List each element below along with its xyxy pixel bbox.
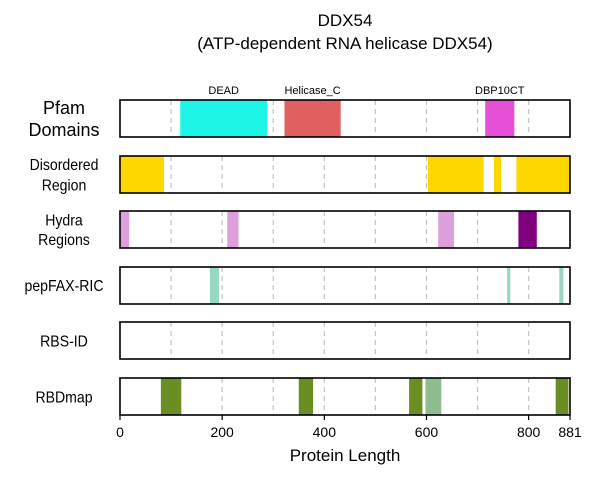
track-segment (120, 211, 130, 248)
track-segment (425, 378, 442, 415)
track-segment (428, 156, 484, 193)
track-label: Hydra (45, 211, 83, 229)
domain-label: DBP10CT (475, 85, 525, 97)
track-segment (518, 211, 537, 248)
track-segment (559, 267, 564, 304)
track-segment (160, 378, 182, 415)
x-tick-label: 800 (517, 424, 541, 440)
x-tick-label: 881 (558, 424, 582, 440)
track-label: Domains (28, 120, 99, 140)
track-segment (180, 100, 268, 137)
track-frame (119, 377, 571, 416)
track-label: Disordered (30, 156, 99, 174)
track-frame (119, 99, 571, 138)
track-label: RBS-ID (40, 332, 88, 350)
track-label: Region (42, 176, 87, 194)
track-segment (485, 100, 515, 137)
track-segment (284, 100, 341, 137)
track-segment (493, 156, 502, 193)
x-tick-label: 0 (116, 424, 124, 440)
x-axis-label: Protein Length (290, 446, 401, 465)
track-segment (516, 156, 570, 193)
x-tick-label: 400 (313, 424, 337, 440)
track-label: pepFAX-RIC (24, 277, 103, 295)
track-frame (119, 266, 571, 305)
track-segment (555, 378, 569, 415)
track-segment (120, 156, 164, 193)
track-segment (409, 378, 423, 415)
track-segment (209, 267, 220, 304)
x-tick-label: 600 (415, 424, 439, 440)
track-label: Pfam (43, 98, 85, 118)
track-segment (298, 378, 314, 415)
track-segment (507, 267, 511, 304)
domain-label: DEAD (208, 85, 239, 97)
track-segment (227, 211, 239, 248)
track-segment (438, 211, 455, 248)
chart-title: DDX54 (317, 11, 373, 30)
chart-subtitle: (ATP-dependent RNA helicase DDX54) (197, 34, 493, 53)
track-frame (119, 210, 571, 249)
track-label: Regions (38, 231, 90, 249)
domain-label: Helicase_C (284, 85, 340, 97)
x-tick-label: 200 (210, 424, 234, 440)
track-label: RBDmap (35, 388, 92, 406)
track-frame (119, 321, 571, 360)
track-frame (119, 155, 571, 194)
